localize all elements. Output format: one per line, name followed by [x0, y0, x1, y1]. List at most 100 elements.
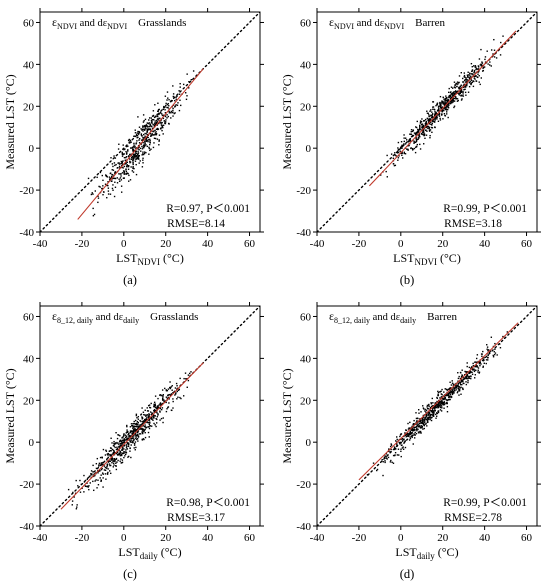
data-point: [113, 155, 115, 157]
data-point: [489, 64, 491, 66]
data-point: [487, 359, 489, 361]
data-point: [445, 99, 447, 101]
data-point: [446, 113, 448, 115]
data-point: [125, 435, 128, 437]
data-point: [423, 427, 426, 430]
data-point: [186, 95, 188, 97]
panel-title: ε8_12, daily and dεdaily Barren: [329, 309, 458, 325]
data-point: [460, 372, 462, 374]
data-point: [113, 445, 115, 447]
data-point: [442, 96, 444, 99]
data-point: [125, 162, 127, 164]
data-point: [438, 405, 440, 407]
data-point: [428, 403, 430, 406]
data-point: [406, 148, 408, 150]
x-tick-label: 20: [160, 238, 172, 250]
data-point: [421, 426, 423, 429]
data-point: [484, 58, 486, 61]
data-point: [156, 115, 158, 117]
data-point: [124, 434, 127, 436]
data-point: [162, 393, 164, 396]
data-point: [159, 402, 162, 404]
data-point: [503, 337, 506, 339]
data-point: [460, 393, 462, 395]
data-point: [97, 484, 100, 486]
data-point: [458, 87, 460, 90]
data-point: [453, 100, 455, 102]
data-point: [141, 438, 143, 441]
identity-line: [40, 12, 260, 232]
data-point: [408, 439, 411, 441]
data-point: [389, 445, 392, 448]
data-point: [122, 447, 124, 449]
data-point: [121, 439, 123, 442]
data-point: [466, 84, 468, 87]
data-point: [465, 94, 467, 96]
data-point: [441, 100, 443, 102]
data-point: [444, 397, 446, 400]
data-point: [159, 410, 161, 412]
data-point: [425, 409, 428, 411]
data-point: [185, 98, 188, 101]
data-point: [135, 430, 137, 432]
data-point: [445, 102, 447, 104]
data-point: [160, 124, 163, 126]
data-point: [400, 141, 403, 143]
data-point: [122, 446, 124, 448]
data-point: [451, 388, 453, 390]
data-point: [142, 430, 145, 432]
data-point: [113, 458, 115, 460]
data-point: [185, 92, 187, 94]
data-point: [431, 411, 433, 414]
data-layer: [40, 12, 260, 232]
data-point: [447, 107, 450, 109]
data-point: [437, 109, 440, 111]
data-point: [89, 475, 91, 478]
data-point: [463, 74, 466, 77]
data-point: [419, 126, 421, 128]
data-point: [444, 396, 446, 399]
data-point: [459, 383, 462, 386]
data-point: [413, 437, 416, 439]
data-point: [482, 350, 484, 353]
title-eps-sub: 8_12, daily: [57, 316, 93, 325]
data-point: [138, 137, 141, 140]
data-point: [112, 189, 114, 191]
data-point: [146, 128, 149, 130]
data-point: [403, 152, 405, 155]
data-point: [126, 429, 128, 431]
data-point: [439, 391, 441, 393]
data-point: [420, 427, 422, 429]
data-point: [404, 440, 407, 442]
data-point: [462, 93, 464, 95]
plot-frame: [316, 305, 538, 527]
data-point: [471, 73, 473, 75]
data-point: [139, 419, 141, 422]
data-point: [470, 375, 472, 378]
data-point: [111, 442, 113, 444]
data-point: [420, 425, 423, 427]
data-point: [398, 454, 400, 456]
data-point: [448, 398, 451, 401]
data-point: [453, 392, 455, 394]
data-point: [431, 122, 433, 125]
data-point: [425, 123, 427, 125]
data-point: [174, 394, 176, 396]
data-point: [160, 127, 162, 129]
data-point: [163, 120, 166, 122]
data-point: [465, 77, 467, 79]
data-point: [133, 428, 136, 430]
data-point: [458, 86, 460, 89]
data-point: [438, 105, 440, 108]
data-point: [399, 147, 402, 149]
data-point: [462, 86, 465, 89]
data-point: [465, 371, 467, 373]
data-point: [123, 441, 126, 444]
data-point: [472, 364, 475, 367]
data-point: [126, 425, 128, 428]
data-point: [130, 425, 133, 427]
data-point: [418, 137, 420, 139]
data-point: [159, 394, 161, 396]
x-tick-label: 0: [398, 238, 404, 250]
data-point: [118, 167, 121, 169]
